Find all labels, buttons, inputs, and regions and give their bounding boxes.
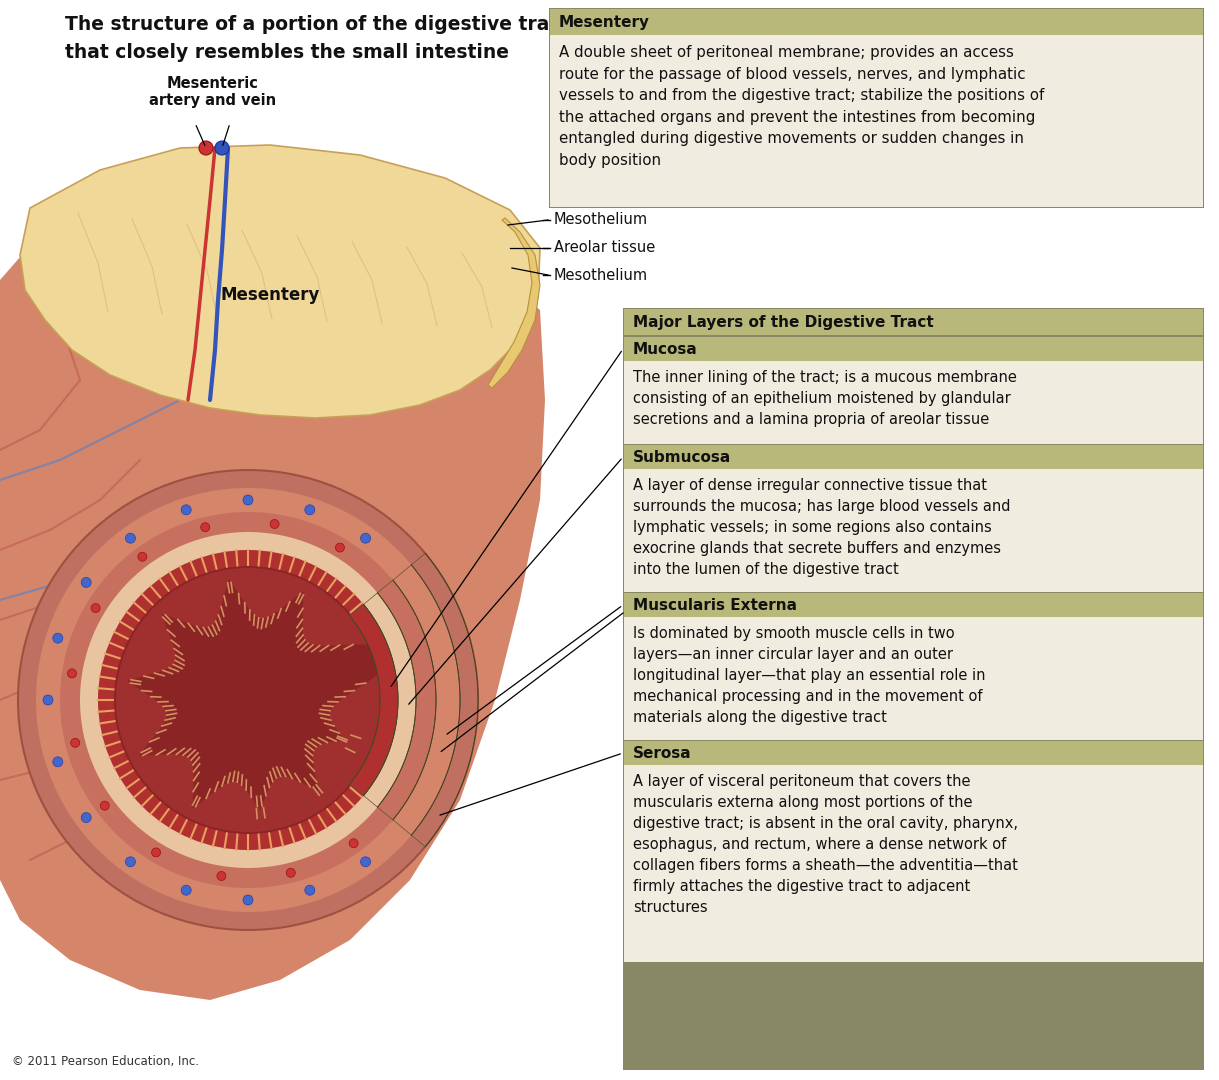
Circle shape [386, 590, 396, 598]
Circle shape [151, 848, 161, 856]
Polygon shape [0, 210, 545, 1000]
Bar [624, 337, 1203, 361]
Circle shape [52, 757, 63, 767]
Polygon shape [411, 553, 478, 847]
Circle shape [67, 669, 77, 678]
Circle shape [138, 552, 146, 562]
Bar [550, 35, 1203, 207]
Circle shape [335, 543, 345, 552]
Text: Is dominated by smooth muscle cells in two
layers—an inner circular layer and an: Is dominated by smooth muscle cells in t… [633, 626, 985, 725]
Text: Mesentery: Mesentery [560, 14, 650, 29]
Bar [624, 593, 1203, 617]
Circle shape [243, 895, 254, 905]
Circle shape [271, 519, 279, 528]
Circle shape [201, 523, 210, 531]
Polygon shape [393, 565, 460, 835]
Circle shape [305, 504, 315, 515]
Bar [623, 308, 1204, 1070]
Circle shape [433, 757, 444, 767]
Circle shape [71, 739, 79, 747]
Circle shape [396, 787, 405, 796]
Text: Serosa: Serosa [633, 745, 691, 760]
Polygon shape [329, 675, 380, 765]
Polygon shape [116, 675, 167, 765]
Polygon shape [20, 145, 540, 418]
Circle shape [115, 566, 382, 834]
Polygon shape [151, 569, 232, 627]
Circle shape [243, 495, 254, 505]
Text: A layer of dense irregular connective tissue that
surrounds the mucosa; has larg: A layer of dense irregular connective ti… [633, 478, 1011, 577]
Polygon shape [312, 737, 375, 810]
Polygon shape [302, 580, 368, 646]
Text: The structure of a portion of the digestive tract: The structure of a portion of the digest… [65, 15, 569, 33]
Circle shape [182, 886, 191, 895]
Text: that closely resembles the small intestine: that closely resembles the small intesti… [65, 43, 510, 62]
Bar [624, 445, 1203, 469]
Polygon shape [363, 593, 416, 807]
Circle shape [442, 696, 453, 705]
Polygon shape [223, 568, 312, 619]
Circle shape [182, 504, 191, 515]
Polygon shape [251, 777, 335, 832]
Polygon shape [128, 754, 194, 820]
Circle shape [286, 868, 295, 877]
Text: Mesentery: Mesentery [221, 286, 319, 303]
Text: Mesothelium: Mesothelium [553, 268, 649, 283]
Circle shape [52, 633, 63, 644]
Circle shape [361, 534, 371, 543]
Text: A layer of visceral peritoneum that covers the
muscularis externa along most por: A layer of visceral peritoneum that cove… [633, 774, 1018, 915]
Circle shape [215, 141, 229, 156]
Circle shape [416, 652, 425, 662]
Bar [624, 361, 1203, 444]
Bar [550, 9, 1203, 35]
Text: Areolar tissue: Areolar tissue [553, 241, 656, 256]
Bar [624, 309, 1203, 335]
Polygon shape [378, 580, 436, 820]
Text: Mesothelium: Mesothelium [553, 213, 649, 228]
Polygon shape [488, 218, 540, 388]
Circle shape [98, 550, 397, 850]
Bar [624, 741, 1203, 765]
Circle shape [405, 812, 414, 823]
Text: A double sheet of peritoneal membrane; provides an access
route for the passage : A double sheet of peritoneal membrane; p… [560, 45, 1045, 168]
Circle shape [349, 839, 358, 848]
Circle shape [82, 578, 91, 588]
Circle shape [199, 141, 213, 156]
Polygon shape [117, 604, 176, 684]
Text: Mesenteric
artery and vein: Mesenteric artery and vein [150, 76, 277, 108]
Circle shape [419, 723, 429, 731]
Polygon shape [184, 781, 273, 832]
Circle shape [361, 856, 371, 867]
Circle shape [217, 872, 226, 880]
Circle shape [43, 696, 52, 705]
Circle shape [405, 578, 414, 588]
Circle shape [18, 470, 478, 930]
Circle shape [60, 512, 436, 888]
Text: Major Layers of the Digestive Tract: Major Layers of the Digestive Tract [633, 314, 934, 329]
Circle shape [91, 604, 100, 612]
Bar [624, 617, 1203, 740]
Circle shape [82, 812, 91, 823]
Circle shape [100, 801, 110, 810]
Circle shape [80, 532, 416, 868]
Bar [549, 8, 1204, 208]
Polygon shape [350, 605, 397, 796]
Text: © 2011 Pearson Education, Inc.: © 2011 Pearson Education, Inc. [12, 1055, 199, 1068]
Bar [624, 469, 1203, 592]
Bar [624, 765, 1203, 962]
Text: Muscularis Externa: Muscularis Externa [633, 597, 797, 612]
Circle shape [433, 633, 444, 644]
Circle shape [126, 534, 135, 543]
Circle shape [305, 886, 315, 895]
Text: The inner lining of the tract; is a mucous membrane
consisting of an epithelium : The inner lining of the tract; is a muco… [633, 370, 1017, 427]
Circle shape [37, 488, 460, 912]
Text: Submucosa: Submucosa [633, 449, 731, 464]
Text: Mucosa: Mucosa [633, 341, 697, 356]
Circle shape [126, 856, 135, 867]
